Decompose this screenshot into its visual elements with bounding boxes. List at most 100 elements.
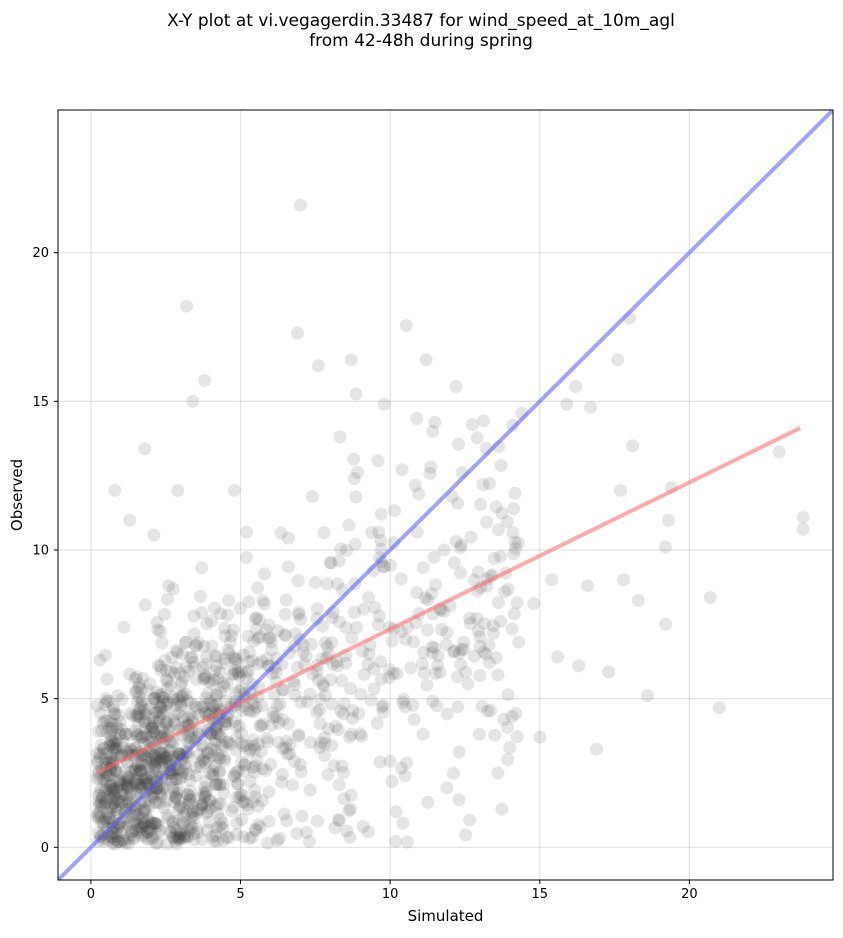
scatter-point <box>134 731 148 745</box>
scatter-point <box>245 830 259 844</box>
scatter-point <box>122 818 136 832</box>
scatter-point <box>123 513 137 527</box>
scatter-point <box>252 613 266 627</box>
scatter-point <box>136 811 150 825</box>
scatter-point <box>500 515 514 529</box>
scatter-point <box>464 530 478 544</box>
scatter-point <box>138 802 151 816</box>
scatter-point <box>134 777 147 791</box>
scatter-point <box>130 728 144 742</box>
scatter-point <box>128 774 142 788</box>
scatter-point <box>486 626 500 640</box>
scatter-point <box>451 700 465 714</box>
scatter-point <box>418 591 432 605</box>
scatter-point <box>334 704 348 718</box>
scatter-point <box>137 771 151 785</box>
scatter-point <box>130 685 144 698</box>
scatter-point <box>188 699 202 713</box>
scatter-point <box>217 676 230 690</box>
scatter-point <box>179 687 193 701</box>
scatter-point <box>108 484 122 497</box>
scatter-point <box>218 629 232 643</box>
scatter-point <box>164 774 178 788</box>
scatter-point <box>312 673 325 687</box>
scatter-point <box>147 711 160 725</box>
scatter-point <box>343 730 356 744</box>
scatter-point <box>107 814 121 828</box>
scatter-point <box>141 683 155 697</box>
scatter-point <box>314 736 328 750</box>
scatter-point <box>257 597 271 611</box>
scatter-point <box>253 630 267 644</box>
scatter-point <box>242 745 256 759</box>
scatter-point <box>230 652 244 666</box>
scatter-point <box>196 753 210 767</box>
scatter-point <box>99 752 113 766</box>
scatter-point <box>501 688 515 702</box>
scatter-point <box>139 830 153 844</box>
scatter-point <box>474 497 488 511</box>
scatter-point <box>329 720 343 733</box>
scatter-point <box>98 812 112 826</box>
identity-line <box>58 110 833 880</box>
scatter-point <box>183 790 197 804</box>
scatter-point <box>142 812 155 826</box>
scatter-point <box>177 831 191 845</box>
scatter-point <box>184 731 198 745</box>
scatter-point <box>173 833 187 847</box>
scatter-point <box>236 739 250 753</box>
scatter-point <box>242 664 256 678</box>
scatter-point <box>590 742 604 756</box>
scatter-point <box>376 705 390 719</box>
scatter-point <box>115 777 129 791</box>
scatter-point <box>242 703 255 717</box>
scatter-point <box>103 784 117 798</box>
scatter-point <box>137 816 150 830</box>
scatter-point <box>98 648 112 662</box>
scatter-point <box>109 784 122 798</box>
scatter-point <box>122 831 135 845</box>
scatter-point <box>451 496 465 510</box>
scatter-point <box>147 716 161 730</box>
scatter-point <box>489 651 503 665</box>
scatter-point <box>149 752 163 766</box>
x-tick-label: 10 <box>382 887 399 902</box>
scatter-point <box>269 666 283 680</box>
scatter-point <box>457 635 470 649</box>
scatter-point <box>342 804 356 818</box>
scatter-point <box>107 737 121 751</box>
scatter-point <box>480 515 494 529</box>
scatter-point <box>213 765 226 779</box>
scatter-point <box>103 714 117 728</box>
scatter-point <box>251 818 265 832</box>
scatter-point <box>237 764 251 778</box>
scatter-point <box>106 821 120 835</box>
scatter-point <box>102 767 115 781</box>
scatter-point <box>141 832 155 846</box>
scatter-point <box>169 837 183 851</box>
scatter-point <box>210 650 224 664</box>
scatter-point <box>317 679 331 693</box>
scatter-point <box>113 778 127 792</box>
scatter-point <box>199 806 213 820</box>
scatter-point <box>325 636 339 650</box>
scatter-point <box>247 765 261 779</box>
scatter-point <box>227 667 241 681</box>
scatter-point <box>497 712 511 726</box>
scatter-point <box>505 622 519 636</box>
scatter-point <box>454 566 467 580</box>
scatter-point <box>510 730 524 744</box>
scatter-point <box>208 649 222 663</box>
scatter-point <box>267 687 281 701</box>
scatter-point <box>98 714 111 728</box>
scatter-point <box>248 790 262 804</box>
scatter-point <box>97 797 111 810</box>
scatter-point <box>203 694 217 708</box>
scatter-point <box>109 800 122 814</box>
scatter-point <box>221 735 235 749</box>
scatter-point <box>356 820 370 833</box>
scatter-point <box>193 589 207 603</box>
scatter-point <box>447 556 461 570</box>
scatter-point <box>218 652 232 666</box>
scatter-point <box>213 730 227 744</box>
